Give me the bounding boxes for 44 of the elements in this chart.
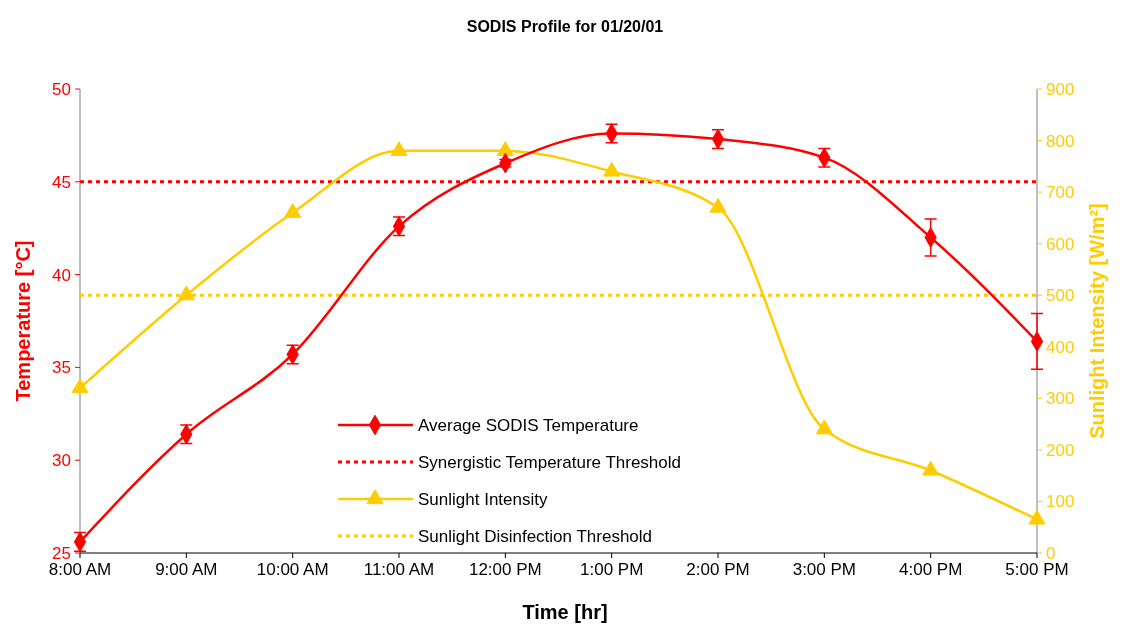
point (603, 161, 621, 177)
point (709, 197, 727, 213)
x-tick-label: 1:00 PM (580, 560, 644, 579)
y-axis-title: Temperature [°C] (12, 240, 34, 402)
legend-label: Sunlight Intensity (418, 489, 548, 509)
y2-tick-label: 500 (1046, 286, 1075, 306)
y-tick-label: 40 (52, 265, 71, 285)
x-tick-label: 9:00 AM (155, 560, 218, 579)
legend-label: Average SODIS Temperature (418, 415, 639, 435)
chart-title: SODIS Profile for 01/20/01 (466, 18, 664, 35)
y-tick-label: 25 (52, 543, 71, 563)
x-tick-label: 11:00 AM (363, 560, 435, 579)
point (284, 203, 302, 218)
y2-tick-label: 700 (1046, 183, 1075, 203)
y-tick-label: 35 (52, 358, 71, 378)
y2-tick-label: 100 (1046, 492, 1075, 512)
y-tick-label: 30 (52, 451, 71, 471)
y2-tick-label: 300 (1046, 389, 1075, 409)
y2-tick-label: 600 (1046, 234, 1075, 254)
x-tick-label: 3:00 PM (792, 560, 856, 579)
point (71, 378, 89, 394)
y2-tick-label: 400 (1046, 337, 1075, 357)
y2-axis-title: Sunlight Intensity [W/m²] (1086, 203, 1108, 439)
x-axis-title: Time [hr] (522, 601, 608, 623)
x-tick-label: 12:00 PM (468, 560, 542, 579)
point (390, 141, 408, 156)
point (177, 285, 195, 301)
x-tick-label: 8:00 AM (48, 560, 112, 579)
point (1028, 509, 1046, 525)
x-tick-label: 10:00 AM (256, 560, 329, 579)
x-tick-label: 4:00 PM (899, 560, 963, 579)
y-tick-label: 45 (52, 172, 71, 192)
point (922, 460, 940, 476)
y2-tick-label: 900 (1046, 79, 1075, 99)
legend-label: Synergistic Temperature Threshold (418, 452, 682, 472)
y-tick-label: 50 (52, 79, 71, 99)
y2-tick-label: 0 (1046, 543, 1056, 563)
legend-label: Sunlight Disinfection Threshold (418, 526, 653, 546)
y2-tick-label: 200 (1046, 440, 1075, 460)
point (815, 419, 833, 435)
x-tick-label: 2:00 PM (686, 560, 750, 579)
y2-tick-label: 800 (1046, 131, 1075, 151)
point (496, 141, 514, 156)
x-tick-label: 5:00 PM (1005, 560, 1069, 579)
